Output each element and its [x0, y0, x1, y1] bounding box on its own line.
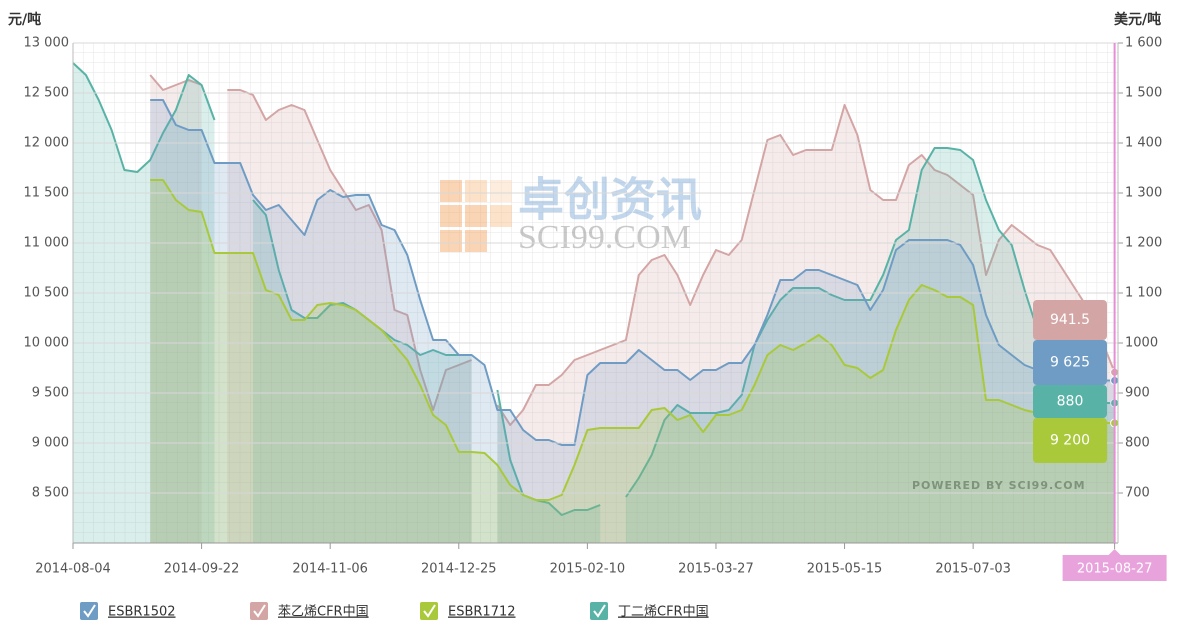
y2-tick-label: 1 400 — [1125, 136, 1162, 151]
series-area — [150, 75, 202, 543]
x-tick-label: 2015-02-10 — [550, 562, 626, 577]
series-area — [73, 63, 215, 543]
end-label-box — [1033, 418, 1107, 463]
plot — [72, 62, 1120, 543]
legend-label[interactable]: 苯乙烯CFR中国 — [278, 605, 369, 620]
end-label: 9 200 — [1050, 433, 1090, 449]
end-label-box — [1033, 300, 1107, 340]
series-area — [150, 100, 1115, 543]
y-tick-label: 11 500 — [24, 186, 70, 201]
y-tick-label: 9 000 — [32, 436, 69, 451]
x-tick-label: 2015-07-03 — [935, 562, 1011, 577]
legend-item[interactable]: 苯乙烯CFR中国 — [250, 602, 369, 620]
y2-unit: 美元/吨 — [1114, 11, 1161, 28]
legend-label[interactable]: ESBR1502 — [108, 605, 176, 620]
x-highlight-label: 2015-08-27 — [1077, 562, 1153, 577]
y-tick-label: 9 500 — [32, 386, 69, 401]
y-tick-label: 10 000 — [24, 336, 70, 351]
end-label-box — [1033, 340, 1107, 385]
x-tick-label: 2014-08-04 — [35, 562, 111, 577]
series-area — [253, 200, 472, 543]
x-tick-label: 2014-12-25 — [421, 562, 497, 577]
legend-checkbox[interactable] — [420, 602, 438, 620]
legend-check — [593, 604, 606, 618]
x-tick-label: 2014-09-22 — [164, 562, 240, 577]
end-label: 941.5 — [1050, 312, 1090, 328]
y2-tick-label: 1 500 — [1125, 86, 1162, 101]
watermark: 卓创资讯 SCI99.COM — [440, 173, 702, 256]
y2-tick-label: 700 — [1125, 486, 1150, 501]
legend-item[interactable]: ESBR1712 — [420, 602, 516, 620]
y-unit: 元/吨 — [8, 11, 41, 28]
series-area — [227, 90, 472, 543]
legend-label[interactable]: 丁二烯CFR中国 — [618, 605, 709, 620]
legend-check — [423, 604, 436, 618]
watermark-text: 卓创资讯 — [518, 173, 702, 227]
y-tick-label: 12 500 — [24, 86, 70, 101]
legend-check — [83, 604, 96, 618]
series-area — [150, 180, 1115, 543]
end-label-box — [1033, 385, 1107, 418]
end-label: 880 — [1057, 394, 1084, 410]
y2-tick-label: 1 300 — [1125, 186, 1162, 201]
y2-tick-label: 1 200 — [1125, 236, 1162, 251]
series-line — [150, 179, 1115, 501]
y2-tick-label: 800 — [1125, 436, 1150, 451]
end-label: 9 625 — [1050, 355, 1090, 371]
legend-checkbox[interactable] — [590, 602, 608, 620]
x-tick-label: 2015-05-15 — [807, 562, 883, 577]
y2-tick-label: 1000 — [1125, 336, 1158, 351]
y-tick-label: 11 000 — [24, 236, 70, 251]
x-tick-label: 2015-03-27 — [678, 562, 754, 577]
legend-item[interactable]: ESBR1502 — [80, 602, 176, 620]
legend-checkbox[interactable] — [80, 602, 98, 620]
x-highlight-box — [1062, 549, 1167, 581]
y-tick-label: 10 500 — [24, 286, 70, 301]
y2-tick-label: 900 — [1125, 386, 1150, 401]
series-area — [625, 148, 1115, 543]
legend-check — [253, 604, 266, 618]
y2-tick-label: 1 600 — [1125, 36, 1162, 51]
x-tick-label: 2014-11-06 — [292, 562, 368, 577]
y-tick-label: 8 500 — [32, 486, 69, 501]
legend-item[interactable]: 丁二烯CFR中国 — [590, 602, 709, 620]
watermark-sub: SCI99.COM — [518, 219, 691, 256]
legend-checkbox[interactable] — [250, 602, 268, 620]
y-tick-label: 12 000 — [24, 136, 70, 151]
y2-tick-label: 1 100 — [1125, 286, 1162, 301]
legend-label[interactable]: ESBR1712 — [448, 605, 516, 620]
series-line — [149, 74, 1116, 426]
credit: POWERED BY SCI99.COM — [912, 479, 1086, 492]
series-area — [497, 390, 601, 543]
series-area — [497, 105, 1115, 543]
y-tick-label: 13 000 — [24, 36, 70, 51]
